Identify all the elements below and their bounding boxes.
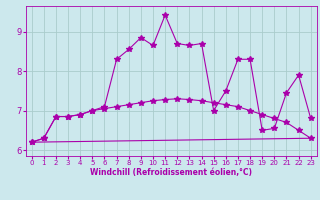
X-axis label: Windchill (Refroidissement éolien,°C): Windchill (Refroidissement éolien,°C)	[90, 168, 252, 177]
